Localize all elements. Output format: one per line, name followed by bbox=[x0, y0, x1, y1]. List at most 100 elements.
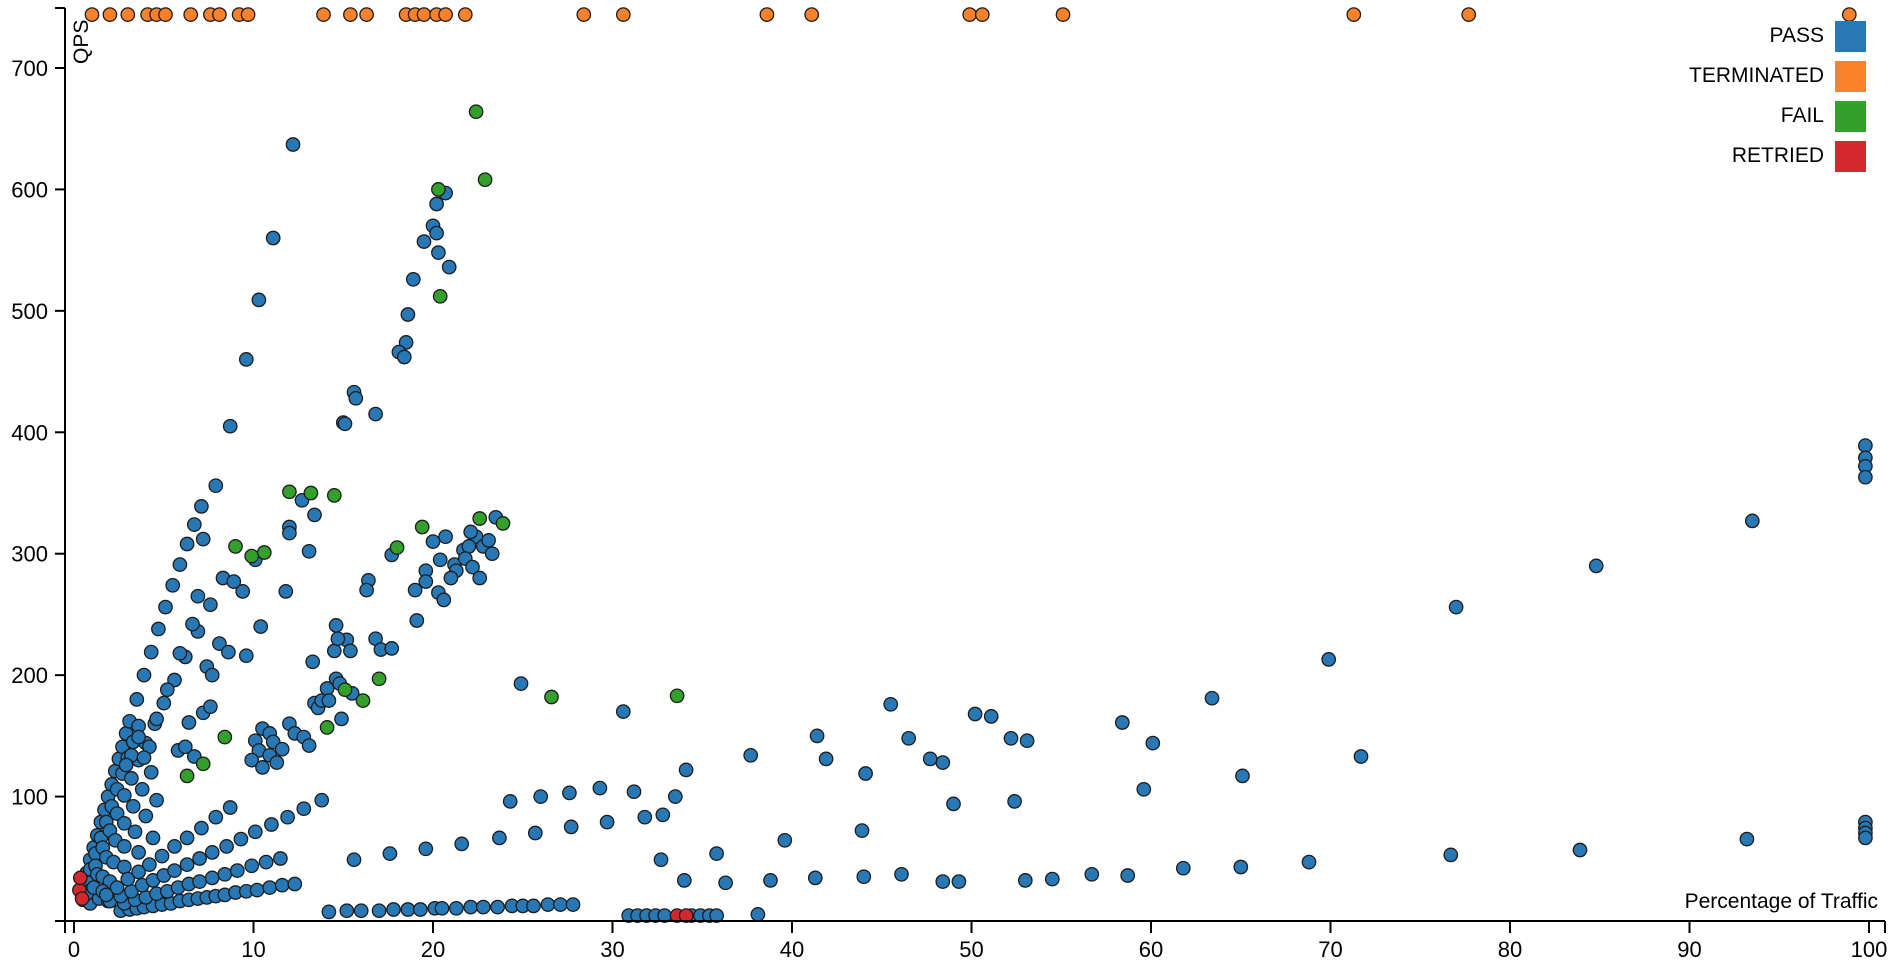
point-pass bbox=[527, 825, 543, 841]
point-pass bbox=[667, 789, 683, 804]
point-pass bbox=[190, 588, 206, 604]
point-pass bbox=[334, 711, 349, 727]
point-pass bbox=[265, 230, 281, 246]
point-terminated bbox=[1461, 7, 1477, 22]
point-pass bbox=[138, 808, 154, 824]
point-pass bbox=[159, 682, 175, 698]
point-pass bbox=[400, 902, 416, 917]
point-pass bbox=[1353, 749, 1369, 764]
point-pass bbox=[222, 800, 238, 815]
point-pass bbox=[443, 570, 459, 586]
legend-label: TERMINATED bbox=[1689, 64, 1824, 87]
point-pass bbox=[109, 880, 125, 895]
point-pass bbox=[1858, 438, 1873, 453]
point-fail bbox=[256, 545, 272, 560]
y-tick-label: 300 bbox=[11, 542, 48, 567]
point-pass bbox=[337, 416, 353, 432]
point-fail bbox=[414, 519, 430, 535]
point-pass bbox=[368, 406, 383, 422]
point-pass bbox=[125, 798, 141, 814]
point-pass bbox=[219, 839, 234, 854]
data-points-layer bbox=[72, 7, 1873, 923]
point-pass bbox=[413, 902, 428, 917]
point-pass bbox=[946, 796, 961, 812]
point-pass bbox=[432, 552, 448, 568]
point-pass bbox=[1744, 513, 1760, 529]
point-terminated bbox=[576, 7, 592, 22]
point-pass bbox=[1044, 871, 1060, 887]
x-tick-label: 20 bbox=[421, 937, 445, 962]
point-pass bbox=[179, 536, 195, 552]
point-pass bbox=[244, 858, 260, 874]
point-fail bbox=[326, 488, 342, 503]
point-pass bbox=[637, 809, 653, 825]
point-pass bbox=[1858, 830, 1873, 846]
point-terminated bbox=[316, 7, 331, 22]
point-pass bbox=[116, 788, 132, 803]
point-pass bbox=[145, 830, 161, 846]
point-pass bbox=[134, 781, 150, 797]
point-pass bbox=[465, 559, 480, 575]
point-pass bbox=[116, 815, 132, 831]
point-pass bbox=[305, 654, 321, 670]
point-pass bbox=[894, 866, 909, 882]
point-pass bbox=[165, 577, 181, 593]
series-fail bbox=[179, 104, 685, 784]
point-pass bbox=[307, 507, 322, 523]
point-pass bbox=[1321, 652, 1337, 667]
point-pass bbox=[743, 747, 759, 763]
point-retried bbox=[678, 908, 694, 923]
x-tick-label: 0 bbox=[68, 937, 80, 962]
point-pass bbox=[475, 899, 491, 915]
point-pass bbox=[718, 875, 733, 891]
point-pass bbox=[382, 846, 398, 861]
point-terminated bbox=[158, 7, 173, 22]
point-pass bbox=[502, 794, 518, 809]
point-pass bbox=[807, 870, 823, 886]
point-pass bbox=[441, 259, 457, 275]
x-tick-label: 70 bbox=[1318, 937, 1342, 962]
point-pass bbox=[343, 643, 358, 659]
point-fail bbox=[371, 671, 387, 687]
point-pass bbox=[384, 641, 400, 656]
point-pass bbox=[1120, 868, 1136, 883]
point-pass bbox=[935, 755, 951, 770]
point-pass bbox=[418, 574, 434, 589]
point-pass bbox=[1233, 859, 1249, 875]
point-pass bbox=[253, 619, 269, 634]
point-pass bbox=[1019, 733, 1035, 749]
point-pass bbox=[492, 830, 507, 846]
point-pass bbox=[127, 824, 143, 840]
point-pass bbox=[1204, 690, 1220, 706]
point-pass bbox=[238, 648, 254, 664]
point-pass bbox=[131, 864, 146, 880]
point-pass bbox=[678, 762, 694, 778]
point-terminated bbox=[359, 7, 374, 22]
point-terminated bbox=[102, 7, 118, 22]
point-pass bbox=[763, 873, 778, 888]
point-pass bbox=[626, 784, 642, 800]
point-pass bbox=[321, 693, 337, 708]
point-pass bbox=[386, 902, 401, 917]
point-pass bbox=[129, 692, 145, 707]
fail-swatch bbox=[1835, 100, 1866, 132]
point-pass bbox=[461, 539, 477, 554]
point-fail bbox=[669, 688, 685, 704]
series-terminated bbox=[84, 7, 1857, 22]
point-retried bbox=[74, 891, 90, 906]
point-retried bbox=[72, 870, 88, 886]
point-fail bbox=[432, 288, 448, 304]
point-pass bbox=[429, 196, 444, 212]
point-pass bbox=[181, 715, 197, 730]
point-pass bbox=[212, 636, 227, 651]
point-pass bbox=[330, 631, 346, 647]
point-pass bbox=[172, 557, 188, 572]
y-tick-label: 200 bbox=[11, 663, 48, 688]
point-pass bbox=[526, 898, 541, 914]
point-pass bbox=[348, 390, 364, 406]
x-tick-label: 40 bbox=[780, 937, 804, 962]
point-pass bbox=[438, 529, 453, 545]
point-pass bbox=[244, 752, 260, 768]
point-pass bbox=[158, 599, 173, 615]
point-terminated bbox=[183, 7, 199, 22]
